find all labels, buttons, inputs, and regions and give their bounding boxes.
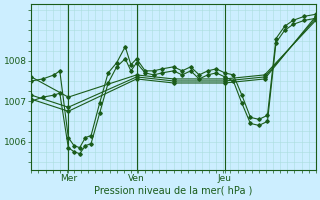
X-axis label: Pression niveau de la mer( hPa ): Pression niveau de la mer( hPa ) [94,186,253,196]
